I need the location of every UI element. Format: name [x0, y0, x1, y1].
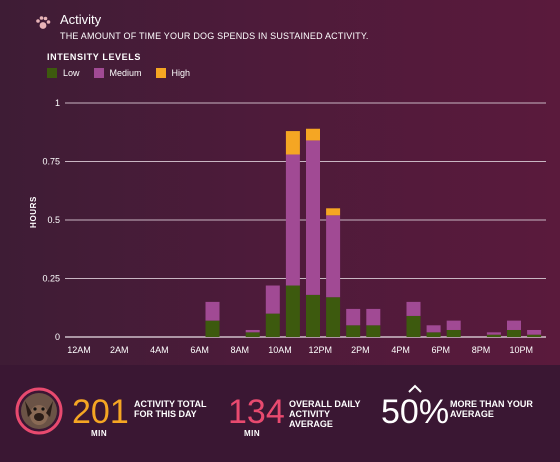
paw-icon [34, 14, 52, 32]
bar-low[interactable] [527, 334, 542, 337]
x-tick-label: 4AM [150, 345, 169, 355]
activity-total-label: ACTIVITY TOTAL FOR THIS DAY [134, 399, 207, 419]
activity-total-label-line1: ACTIVITY TOTAL [134, 399, 207, 409]
bar-low[interactable] [366, 325, 381, 337]
bar-medium[interactable] [406, 301, 421, 316]
compare-label: MORE THAN YOUR AVERAGE [450, 399, 533, 419]
x-tick-label: 8AM [231, 345, 250, 355]
bar-medium[interactable] [527, 329, 542, 335]
legend-swatch-low [47, 68, 57, 78]
legend-label-medium: Medium [109, 68, 142, 78]
y-tick-label: 0.75 [42, 157, 60, 167]
y-tick-label: 0 [55, 332, 60, 342]
daily-average-label-line2: ACTIVITY [289, 409, 331, 419]
daily-average-value: 134 [228, 393, 285, 431]
y-tick-label: 0.25 [42, 274, 60, 284]
dog-avatar-icon[interactable] [15, 387, 63, 435]
compare-label-line2: AVERAGE [450, 409, 494, 419]
bar-low[interactable] [245, 332, 260, 337]
activity-total-value: 201 [72, 393, 129, 431]
x-tick-label: 8PM [472, 345, 491, 355]
y-tick-label: 0.5 [47, 215, 60, 225]
x-tick-label: 10PM [509, 345, 533, 355]
chevron-up-icon [407, 380, 423, 398]
y-axis-label: HOURS [29, 196, 38, 228]
compare-label-line1: MORE THAN YOUR [450, 399, 533, 409]
bar-high[interactable] [306, 128, 320, 141]
bar-medium[interactable] [486, 332, 501, 335]
legend-swatch-medium [93, 68, 104, 78]
legend-label-low: Low [63, 68, 80, 78]
bar-low[interactable] [205, 320, 220, 337]
x-tick-label: 10AM [268, 345, 292, 355]
bar-low[interactable] [265, 313, 280, 337]
page-title: Activity [60, 12, 102, 27]
page-subtitle: THE AMOUNT OF TIME YOUR DOG SPENDS IN SU… [60, 31, 369, 41]
daily-average-label: OVERALL DAILY ACTIVITY AVERAGE [289, 399, 361, 429]
activity-total-label-line2: FOR THIS DAY [134, 409, 197, 419]
bar-medium[interactable] [245, 329, 260, 333]
daily-average-label-line1: OVERALL DAILY [289, 399, 361, 409]
bar-medium[interactable] [366, 308, 381, 326]
bar-medium[interactable] [426, 325, 441, 333]
bar-high[interactable] [285, 131, 300, 155]
bar-low[interactable] [507, 329, 521, 337]
daily-average-label-line3: AVERAGE [289, 419, 333, 429]
legend: Low Medium High [47, 68, 190, 78]
bar-low[interactable] [406, 315, 421, 337]
bar-low[interactable] [486, 334, 501, 337]
x-tick-label: 12AM [67, 345, 91, 355]
bar-medium[interactable] [507, 320, 521, 330]
bar-low[interactable] [446, 329, 461, 337]
y-tick-label: 1 [55, 98, 60, 108]
x-tick-label: 6AM [190, 345, 209, 355]
stats-footer [0, 365, 560, 462]
x-tick-label: 2PM [351, 345, 370, 355]
daily-average-unit: MIN [244, 429, 261, 438]
bar-medium[interactable] [346, 308, 361, 326]
x-tick-label: 12PM [308, 345, 332, 355]
legend-swatch-high [155, 68, 166, 78]
legend-item-high[interactable]: High [155, 68, 191, 78]
activity-chart: 0 0.25 0.5 0.75 1 HOURS 12AM 2AM 4AM 6AM 8AM 10AM 12… [29, 98, 546, 355]
bar-low[interactable] [346, 325, 361, 337]
bar-low[interactable] [426, 332, 441, 337]
x-tick-label: 2AM [110, 345, 129, 355]
legend-item-medium[interactable]: Medium [93, 68, 142, 78]
bar-medium[interactable] [265, 285, 280, 314]
bar-low[interactable] [326, 297, 341, 337]
compare-value: 50% [381, 393, 450, 431]
bar-medium[interactable] [326, 215, 341, 298]
legend-item-low[interactable]: Low [47, 68, 80, 78]
bar-medium[interactable] [306, 140, 320, 295]
bar-medium[interactable] [285, 154, 300, 286]
bar-high[interactable] [326, 208, 341, 216]
bar-low[interactable] [306, 294, 320, 337]
legend-title: INTENSITY LEVELS [47, 52, 141, 62]
legend-label-high: High [171, 68, 191, 78]
activity-total-unit: MIN [91, 429, 108, 438]
bar-low[interactable] [285, 285, 300, 337]
x-tick-label: 6PM [432, 345, 451, 355]
x-tick-label: 4PM [391, 345, 410, 355]
bar-medium[interactable] [446, 320, 461, 330]
bar-medium[interactable] [205, 301, 220, 321]
